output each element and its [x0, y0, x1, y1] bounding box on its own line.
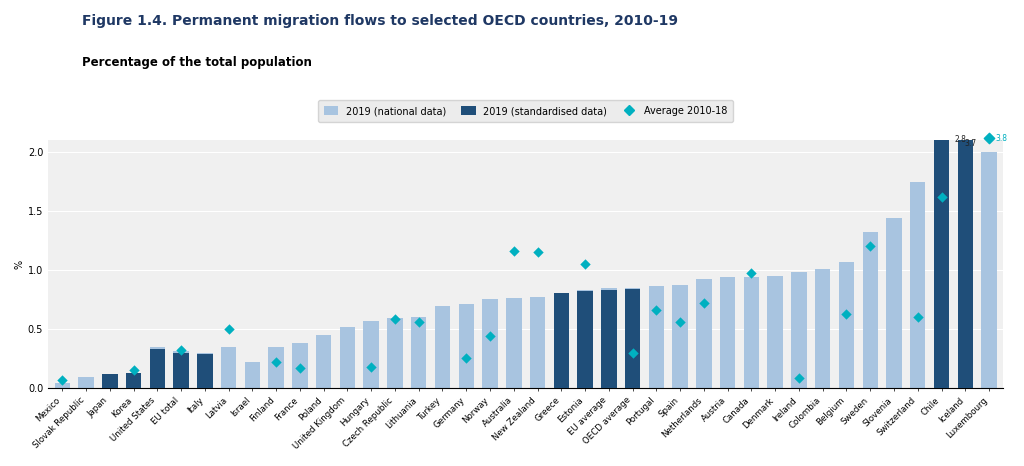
Text: 3.7: 3.7 — [965, 139, 977, 148]
Bar — [221, 347, 237, 388]
Point — [458, 355, 474, 362]
Bar — [126, 373, 141, 388]
Point — [482, 332, 499, 340]
Point — [862, 242, 879, 250]
Legend: 2019 (national data), 2019 (standardised data), Average 2010-18: 2019 (national data), 2019 (standardised… — [318, 100, 733, 122]
Point — [981, 134, 997, 141]
Bar — [601, 288, 616, 388]
Point — [506, 247, 522, 255]
Point — [125, 366, 141, 374]
Bar — [268, 347, 284, 388]
Text: 3.8: 3.8 — [995, 134, 1008, 143]
Point — [54, 376, 71, 384]
Point — [220, 325, 237, 333]
Bar — [957, 153, 973, 388]
Bar — [102, 374, 118, 388]
Text: 2.8: 2.8 — [954, 135, 966, 144]
Point — [672, 318, 688, 326]
Bar — [601, 290, 616, 388]
Bar — [54, 383, 70, 388]
Bar — [364, 321, 379, 388]
Point — [743, 270, 760, 277]
Bar — [910, 183, 926, 388]
Point — [791, 375, 807, 382]
Point — [364, 363, 380, 370]
Point — [411, 318, 427, 326]
Bar — [126, 373, 141, 388]
Point — [625, 349, 641, 356]
Bar — [696, 279, 712, 388]
Bar — [815, 269, 830, 388]
Bar — [578, 290, 593, 388]
Bar — [625, 289, 640, 388]
Point — [387, 316, 403, 323]
Bar — [648, 287, 665, 388]
Bar — [198, 352, 213, 388]
Point — [839, 310, 855, 317]
Text: Figure 1.4. Permanent migration flows to selected OECD countries, 2010-19: Figure 1.4. Permanent migration flows to… — [82, 14, 678, 28]
Bar — [198, 354, 213, 388]
Bar — [792, 272, 807, 388]
Bar — [292, 343, 307, 388]
Bar — [673, 285, 688, 388]
Bar — [554, 294, 569, 388]
Point — [933, 193, 949, 200]
Bar — [743, 277, 759, 388]
Bar — [720, 277, 735, 388]
Bar — [934, 57, 949, 388]
Bar — [578, 291, 593, 388]
Bar — [316, 335, 332, 388]
Bar — [625, 288, 640, 388]
Point — [292, 364, 308, 371]
Bar — [340, 327, 355, 388]
Bar — [435, 307, 451, 388]
Point — [577, 260, 593, 267]
Bar — [862, 232, 878, 388]
Bar — [78, 377, 94, 388]
Bar — [839, 261, 854, 388]
Bar — [387, 318, 402, 388]
Bar — [767, 276, 783, 388]
Bar — [981, 152, 996, 388]
Bar — [506, 298, 521, 388]
Point — [648, 306, 665, 314]
Bar — [411, 317, 426, 388]
Bar — [173, 351, 188, 388]
Bar — [529, 297, 545, 388]
Bar — [173, 352, 188, 388]
Bar — [957, 0, 973, 388]
Bar — [934, 154, 949, 388]
Point — [909, 313, 926, 321]
Point — [695, 299, 712, 307]
Bar — [887, 218, 902, 388]
Bar — [554, 294, 569, 388]
Bar — [245, 362, 260, 388]
Point — [173, 346, 189, 354]
Text: Percentage of the total population: Percentage of the total population — [82, 56, 311, 69]
Bar — [482, 299, 498, 388]
Bar — [459, 304, 474, 388]
Point — [529, 248, 546, 256]
Y-axis label: %: % — [15, 260, 25, 268]
Bar — [150, 349, 165, 388]
Bar — [150, 347, 165, 388]
Bar — [102, 374, 118, 388]
Point — [268, 358, 285, 366]
